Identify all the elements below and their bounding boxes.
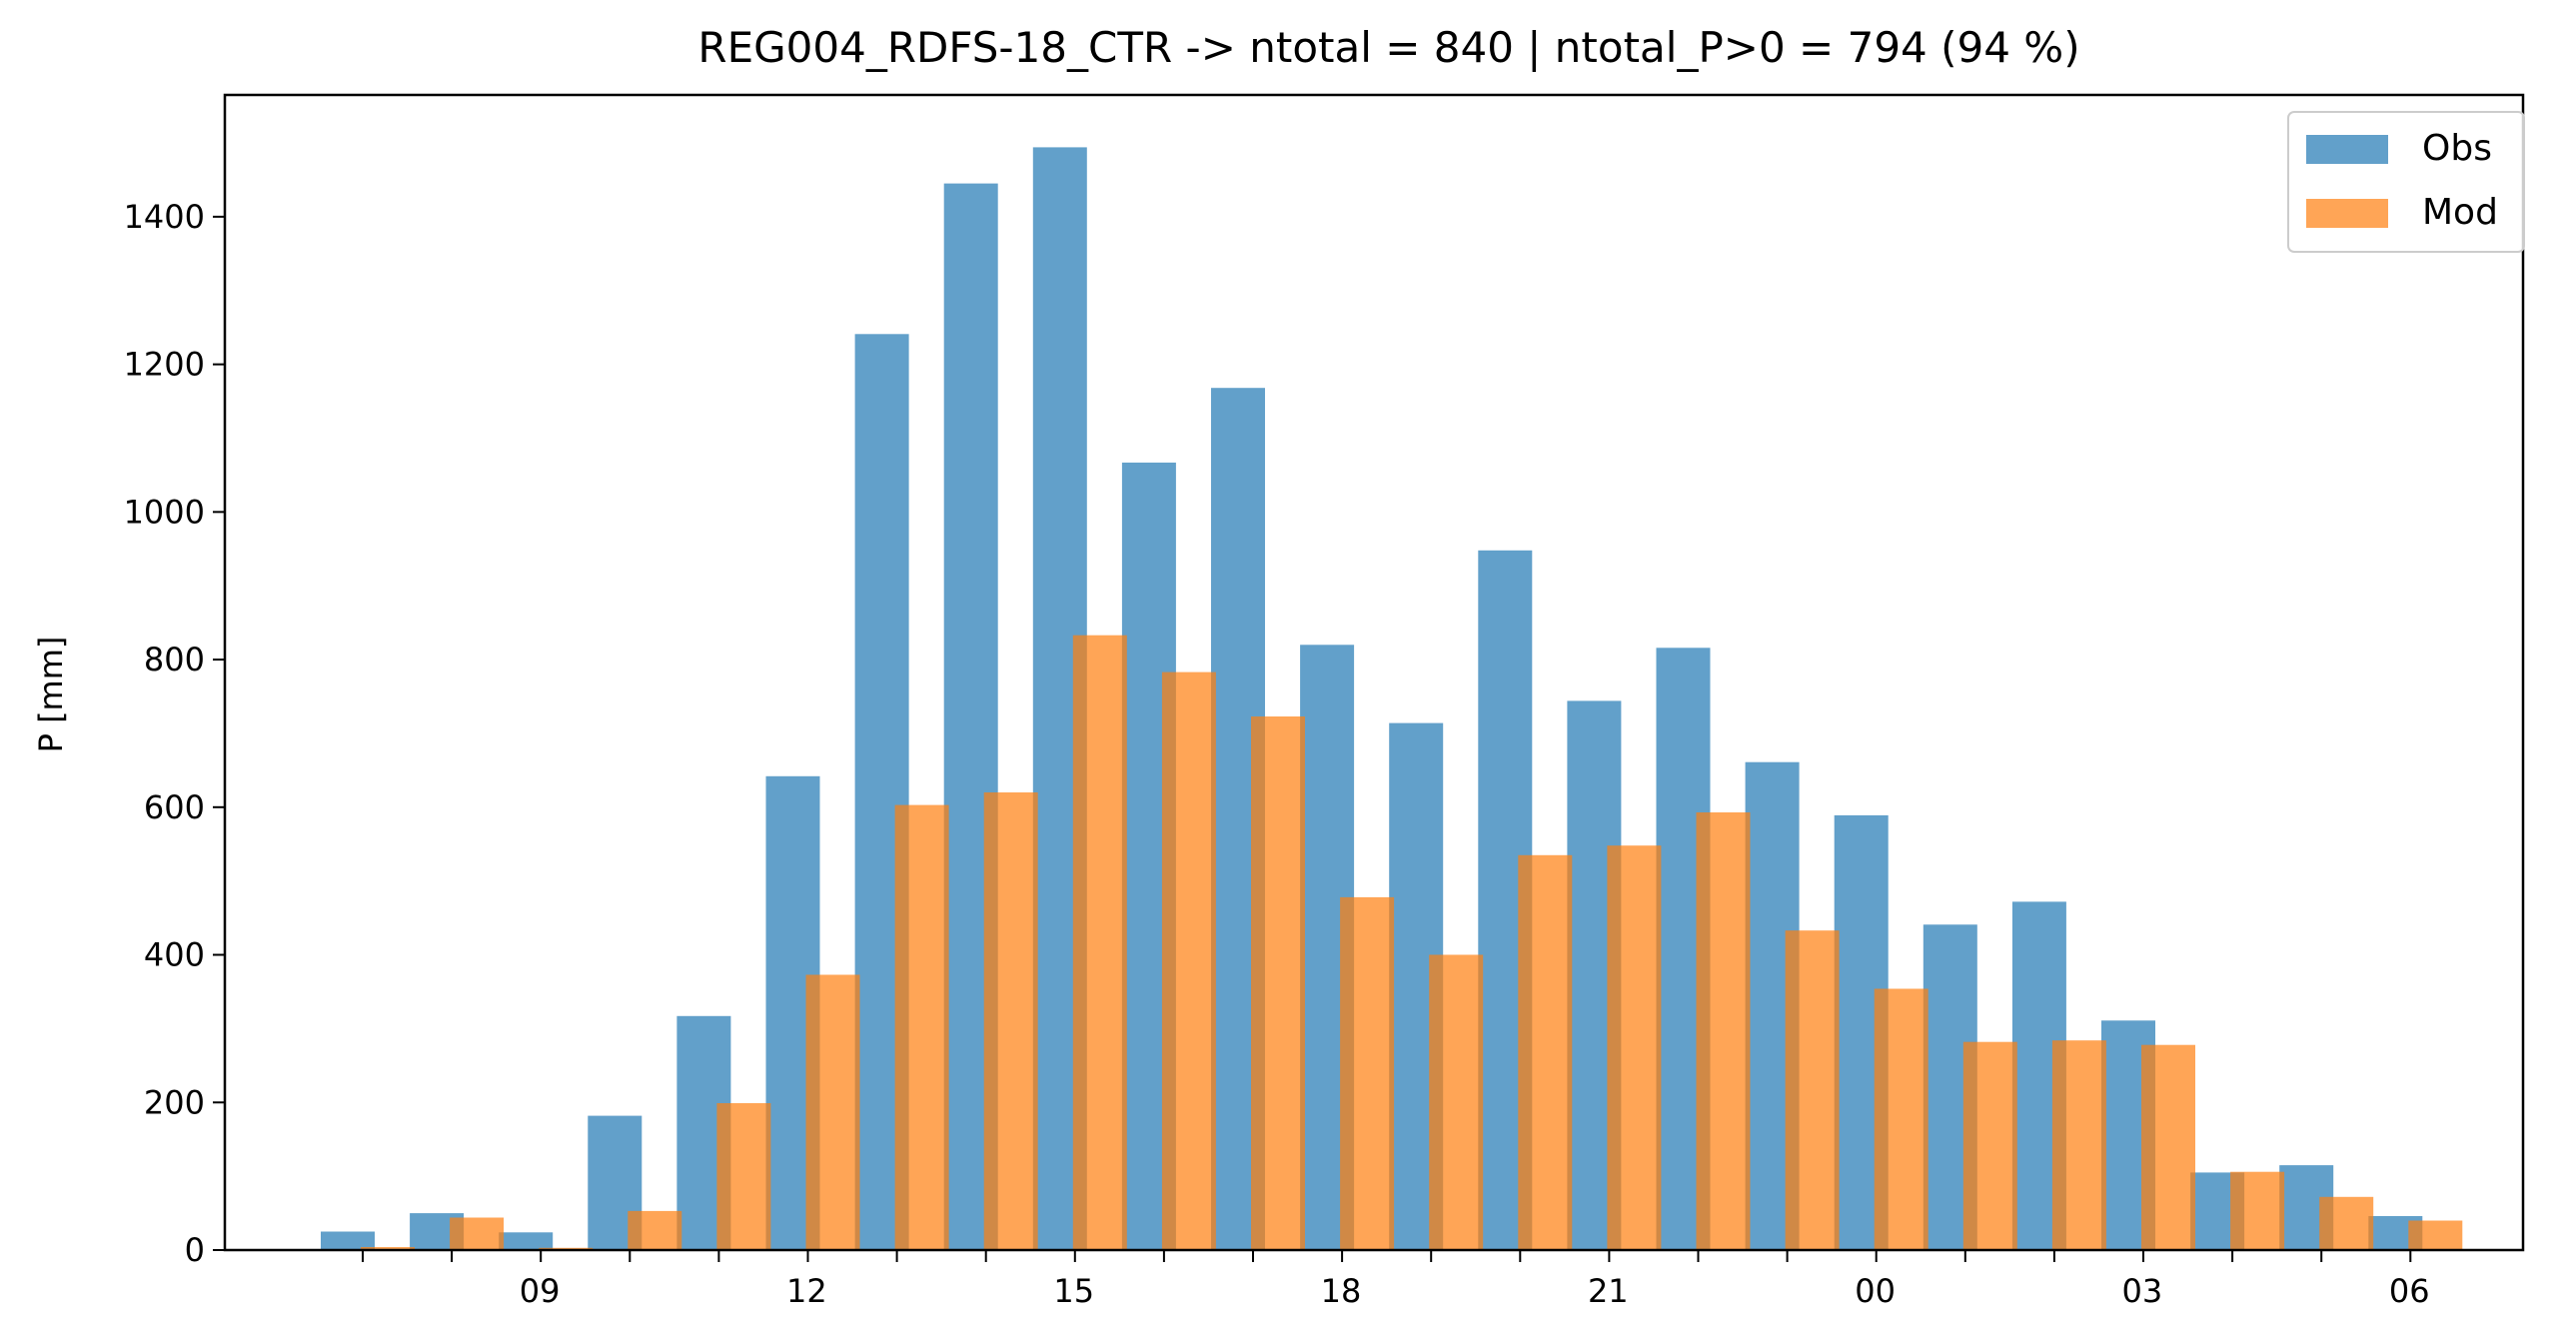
x-tick-label: 03	[2122, 1272, 2163, 1310]
legend-label-mod: Mod	[2422, 192, 2498, 233]
y-tick-label: 200	[144, 1083, 205, 1121]
x-axis-ticks: 09 12 15 18 21 00 03 06	[362, 1250, 2430, 1310]
bar-mod-14	[894, 804, 949, 1250]
bar-mod-01	[1874, 988, 1929, 1250]
bar-mod-18	[1251, 716, 1305, 1250]
x-tick-label: 18	[1321, 1272, 1362, 1310]
y-axis-label: P [mm]	[32, 637, 70, 753]
bar-mod-15	[983, 792, 1038, 1250]
bar-mod-03	[2051, 1040, 2106, 1250]
y-tick-label: 1400	[124, 198, 205, 236]
bar-obs-10	[499, 1232, 554, 1250]
bar-mod-12	[716, 1103, 771, 1250]
legend: Obs Mod	[2287, 111, 2525, 253]
x-tick-label: 15	[1053, 1272, 1094, 1310]
x-tick-label: 09	[520, 1272, 561, 1310]
bar-mod-23	[1696, 812, 1751, 1250]
chart-title: REG004_RDFS-18_CTR -> ntotal = 840 | nto…	[697, 23, 2079, 72]
bar-mod-04	[2141, 1044, 2195, 1250]
y-tick-label: 1200	[124, 346, 205, 384]
x-tick-label: 21	[1588, 1272, 1629, 1310]
bar-mod-02	[1962, 1041, 2017, 1250]
y-tick-label: 600	[144, 788, 205, 826]
y-tick-label: 400	[144, 936, 205, 974]
legend-label-obs: Obs	[2422, 128, 2492, 169]
plot-area-frame	[223, 93, 2525, 1252]
bar-mod-21	[1518, 854, 1573, 1250]
bar-mod-11	[628, 1210, 682, 1250]
y-tick-label: 1000	[124, 493, 205, 531]
bar-mod-06	[2319, 1196, 2374, 1250]
bar-mod-05	[2230, 1171, 2285, 1250]
bar-mod-22	[1607, 845, 1662, 1250]
bar-mod-09	[450, 1217, 505, 1250]
legend-swatch-mod	[2306, 199, 2388, 228]
y-tick-label: 800	[144, 641, 205, 678]
bar-mod-16	[1072, 635, 1127, 1250]
x-tick-label: 00	[1855, 1272, 1896, 1310]
x-tick-label: 06	[2389, 1272, 2430, 1310]
bar-mod-00	[1785, 930, 1840, 1250]
bar-mod-20	[1429, 954, 1484, 1250]
bar-mod-19	[1340, 896, 1395, 1250]
legend-swatch-obs	[2306, 135, 2388, 164]
bar-mod-13	[805, 974, 860, 1250]
bars-layer	[321, 147, 2463, 1251]
y-axis-ticks: 0 200 400 600 800 1000 1200 1400	[124, 198, 225, 1269]
bar-mod-08	[361, 1247, 415, 1250]
bar-mod-07	[2408, 1220, 2463, 1250]
bar-obs-08	[321, 1231, 375, 1250]
y-tick-label: 0	[185, 1231, 205, 1269]
x-tick-label: 12	[786, 1272, 827, 1310]
bar-mod-17	[1161, 671, 1216, 1250]
